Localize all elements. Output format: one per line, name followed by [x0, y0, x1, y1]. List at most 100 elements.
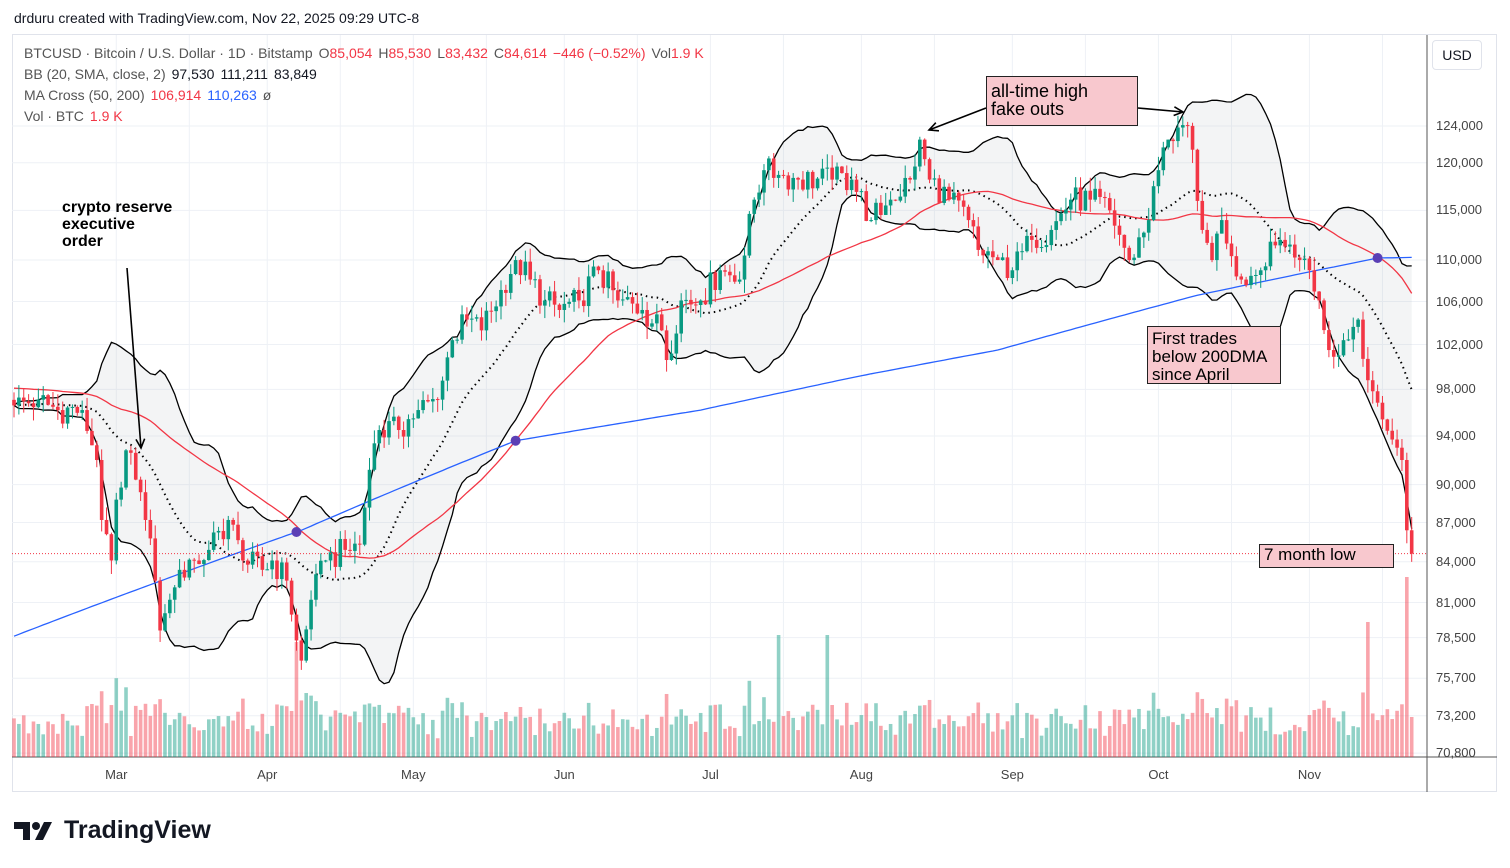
candle-body: [275, 560, 279, 580]
candle-body: [440, 380, 445, 400]
price-tick-label: 102,000: [1436, 336, 1483, 352]
bb-legend[interactable]: BB (20, SMA, close, 2) 97,530 111,211 83,84…: [24, 66, 323, 82]
candle-body: [674, 333, 679, 354]
bb-mid-value: 97,530: [171, 66, 215, 82]
candle-body: [460, 314, 464, 340]
volume-bar: [1366, 622, 1370, 757]
symbol-name[interactable]: BTCUSD · Bitcoin / U.S. Dollar · 1D · Bi…: [24, 45, 313, 61]
candle-body: [187, 559, 192, 578]
volume-bar: [1132, 717, 1136, 757]
volume-bar: [937, 719, 942, 757]
candle-body: [192, 559, 196, 561]
volume-bar: [435, 738, 440, 757]
volume-bar: [1346, 735, 1351, 757]
candle-body: [309, 599, 313, 630]
brand-name: TradingView: [64, 816, 211, 844]
candle-body: [1219, 220, 1224, 234]
volume-bar: [762, 697, 766, 757]
volume-bar: [801, 716, 805, 757]
candle-body: [874, 202, 878, 221]
candle-body: [796, 177, 800, 180]
volume-bar: [99, 691, 104, 757]
volume-bar: [577, 728, 581, 757]
volume-bar: [1195, 692, 1200, 757]
annotation-line: fake outs: [991, 99, 1065, 119]
candle-body: [518, 260, 523, 276]
ma-cross-legend[interactable]: MA Cross (50, 200) 106,914 110,263 ø: [24, 87, 277, 103]
volume-bar: [1395, 710, 1399, 757]
time-tick-label: Sep: [1000, 767, 1024, 782]
volume-bar: [1005, 721, 1010, 757]
candle-body: [1030, 235, 1034, 240]
candle-body: [504, 289, 508, 293]
candle-body: [1190, 125, 1195, 150]
volume-bar: [888, 723, 893, 757]
candle-body: [723, 270, 727, 272]
volume-bar: [1341, 711, 1346, 757]
volume-bar: [1317, 708, 1321, 757]
candle-body: [1312, 270, 1317, 292]
candle-body: [742, 255, 747, 280]
volume-bar: [732, 727, 737, 757]
candle-body: [650, 323, 654, 327]
candle-body: [1327, 330, 1331, 351]
price-tick-label: 110,000: [1436, 252, 1483, 268]
candle-body: [1302, 258, 1307, 261]
time-tick-label: Apr: [257, 767, 278, 782]
candle-body: [172, 587, 177, 600]
volume-bar: [684, 715, 688, 757]
low-value: 83,432: [445, 45, 488, 61]
volume-bar: [757, 720, 761, 757]
volume-bar: [1034, 718, 1039, 757]
volume-bar: [236, 711, 240, 757]
volume-bar: [952, 720, 956, 757]
symbol-legend: BTCUSD · Bitcoin / U.S. Dollar · 1D · Bi…: [24, 45, 710, 61]
candle-body: [835, 166, 839, 180]
volume-bar: [221, 726, 226, 757]
volume-bar: [168, 724, 172, 757]
volume-bar: [864, 703, 869, 757]
volume-bar: [844, 702, 849, 757]
candle-body: [1195, 149, 1200, 201]
volume-bar: [830, 705, 834, 757]
candle-body: [1049, 229, 1054, 246]
currency-button[interactable]: USD: [1432, 40, 1482, 70]
candle-body: [270, 560, 274, 570]
volume-bar: [1190, 712, 1195, 757]
volume-bar: [1039, 735, 1044, 757]
volume-legend[interactable]: Vol · BTC 1.9 K: [24, 108, 129, 124]
candle-body: [961, 200, 966, 207]
candle-body: [12, 399, 16, 406]
volume-bar: [304, 693, 308, 757]
candle-body: [1380, 402, 1385, 420]
time-tick-label: Mar: [105, 767, 128, 782]
candle-body: [202, 560, 206, 564]
volume-bar: [129, 735, 133, 757]
volume-bar: [460, 702, 464, 757]
close-label: C: [493, 45, 505, 61]
candle-body: [1176, 127, 1180, 142]
candle-body: [659, 314, 664, 331]
volume-bar: [742, 705, 747, 757]
volume-bar: [976, 702, 981, 757]
candle-body: [17, 397, 21, 406]
volume-label: Vol · BTC: [24, 108, 84, 124]
high-value: 85,530: [388, 45, 432, 61]
volume-bar: [1375, 720, 1380, 757]
volume-bar: [1000, 729, 1005, 757]
volume-bar: [1273, 734, 1278, 757]
volume-bar: [932, 727, 937, 757]
candle-body: [104, 519, 109, 535]
price-tick-label: 75,700: [1436, 670, 1476, 686]
volume-bar: [1283, 731, 1287, 757]
volume-bar: [1176, 724, 1180, 757]
high-label: H: [378, 45, 389, 61]
candle-body: [499, 289, 503, 307]
volume-bar: [406, 707, 411, 757]
candle-body: [362, 507, 367, 545]
candle-body: [1185, 125, 1190, 127]
candle-body: [1215, 233, 1219, 261]
tradingview-logo[interactable]: TradingView: [14, 816, 211, 845]
volume-bar: [533, 735, 537, 757]
